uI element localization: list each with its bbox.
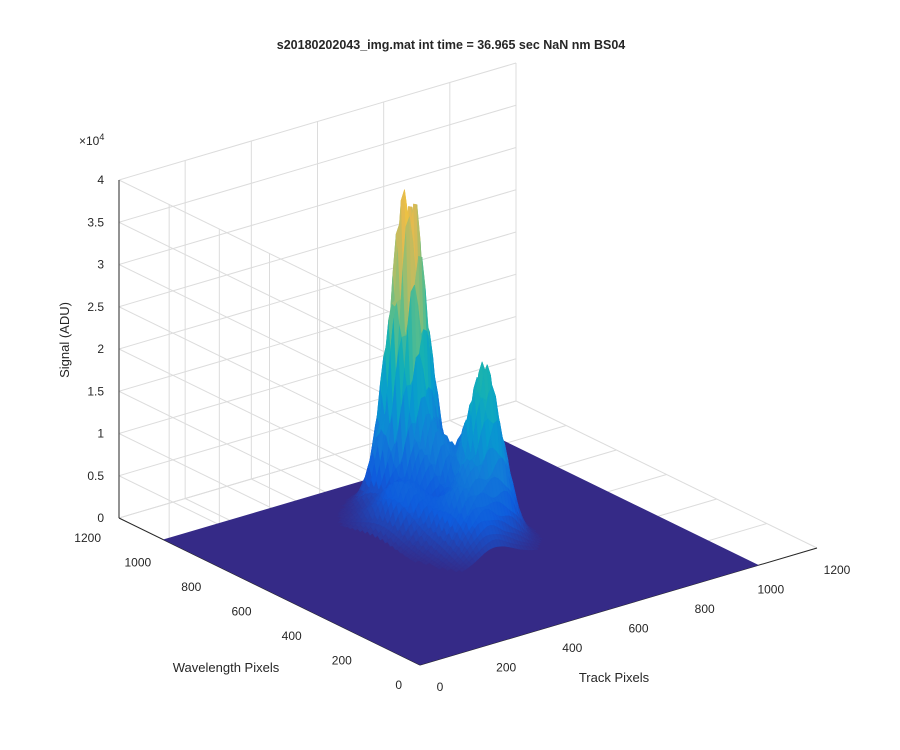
surface-patch (536, 536, 544, 540)
back-wall-grid-line (118, 273, 517, 392)
back-wall-grid-line (118, 147, 517, 265)
z-tick-label: 4 (97, 173, 104, 187)
surface-patch (534, 537, 543, 542)
x-tick-label: 0 (437, 680, 444, 694)
side-wall-grid-line (118, 264, 421, 412)
x-tick-label: 800 (695, 602, 715, 616)
z-tick-label: 0 (97, 511, 104, 525)
z-tick-label: 1.5 (87, 384, 104, 398)
z-axis-label: Signal (ADU) (57, 302, 72, 378)
surface (163, 189, 759, 665)
surface-patch (530, 528, 537, 532)
x-tick-label: 400 (562, 641, 582, 655)
surface-patch (532, 541, 541, 546)
z-tick-label: 0.5 (87, 469, 104, 483)
y-tick-label: 600 (231, 605, 251, 619)
surface-patch (533, 539, 542, 544)
surface-patch (531, 546, 539, 551)
z-tick-label: 2.5 (87, 300, 104, 314)
back-wall-grid-line (118, 316, 517, 434)
x-tick-label: 1200 (824, 563, 851, 577)
side-wall-grid-line (118, 306, 421, 455)
z-tick-label: 3 (97, 258, 104, 272)
chart-title: s20180202043_img.mat int time = 36.965 s… (277, 38, 626, 52)
z-tick-label: 2 (97, 342, 104, 356)
back-wall-grid-line (118, 231, 517, 350)
back-wall-grid-line (118, 189, 517, 308)
y-tick-label: 0 (395, 678, 402, 692)
tick-labels: 0200400600800100012000200400600800100012… (74, 173, 850, 694)
surface-patch (534, 533, 541, 536)
y-tick-label: 800 (181, 580, 201, 594)
back-wall-grid-line (118, 400, 517, 519)
back-wall-grid-line (118, 358, 517, 477)
y-axis-label: Wavelength Pixels (173, 660, 280, 675)
y-tick-label: 1000 (124, 556, 151, 570)
y-tick-label: 1200 (74, 531, 101, 545)
back-wall-grid-line (118, 104, 517, 223)
x-tick-label: 1000 (757, 583, 784, 597)
y-tick-label: 400 (282, 629, 302, 643)
x-tick-label: 200 (496, 661, 516, 675)
x-tick-label: 600 (628, 622, 648, 636)
x-axis-line (419, 547, 818, 666)
back-wall-grid-line (118, 62, 517, 181)
side-wall-grid-line (118, 179, 421, 328)
z-tick-label: 3.5 (87, 215, 104, 229)
x-axis-label: Track Pixels (579, 670, 650, 685)
side-wall-grid-line (118, 221, 421, 370)
z-tick-label: 1 (97, 427, 104, 441)
y-tick-label: 200 (332, 654, 352, 668)
z-multiplier: ×104 (79, 132, 104, 148)
surface-patch (532, 543, 540, 548)
